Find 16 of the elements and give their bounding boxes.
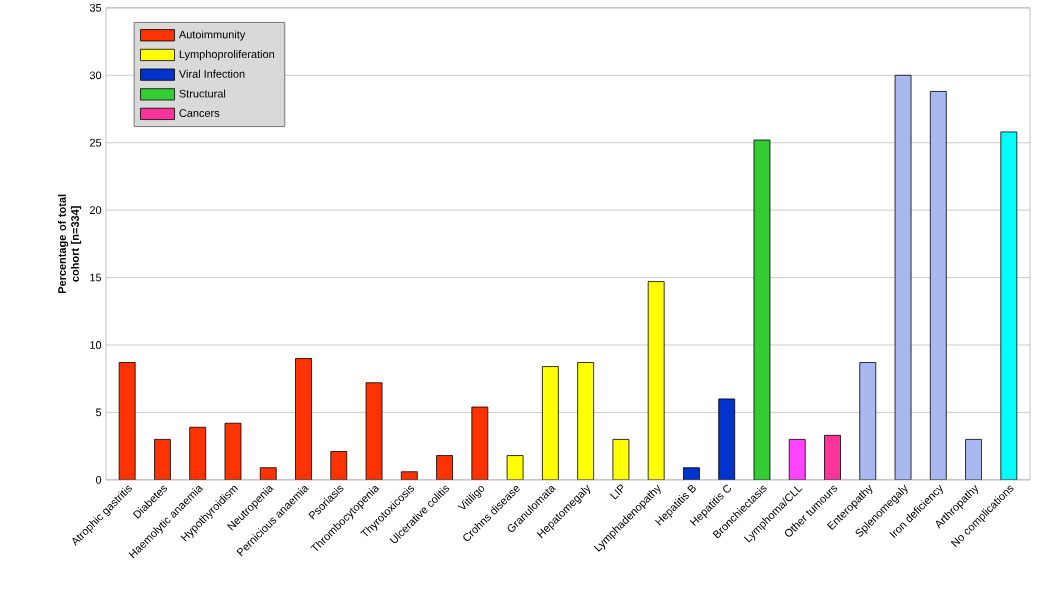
bar	[612, 439, 630, 480]
bar	[436, 455, 453, 480]
bar	[718, 398, 736, 480]
bar	[330, 451, 348, 480]
bar	[224, 422, 242, 480]
bar	[154, 439, 171, 480]
bar	[894, 74, 912, 480]
bar	[506, 455, 524, 480]
bar	[400, 471, 418, 480]
bar	[824, 435, 841, 480]
bar	[1000, 131, 1018, 480]
bar	[965, 439, 982, 480]
bar	[788, 439, 806, 480]
bar	[118, 362, 136, 480]
bar	[683, 467, 700, 480]
bar	[295, 358, 312, 480]
